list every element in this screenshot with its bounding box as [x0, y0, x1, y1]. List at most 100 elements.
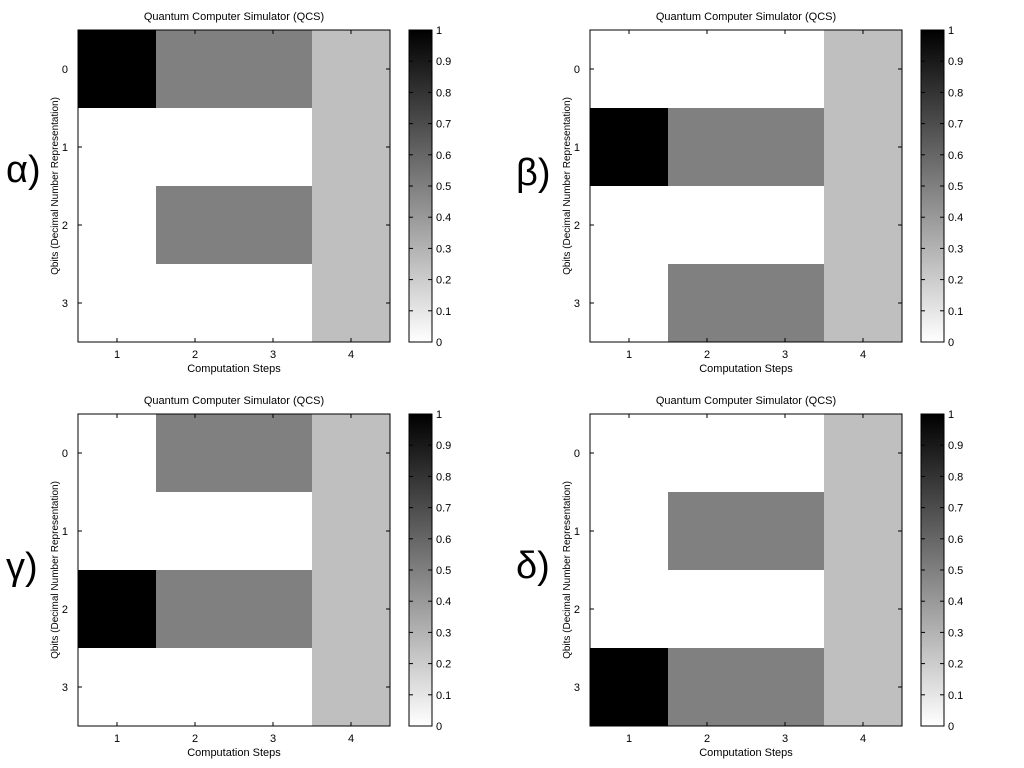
x-tick-label: 3 — [782, 733, 788, 745]
heatmap-cell — [312, 108, 391, 187]
colorbar-tick-label: 0 — [436, 337, 442, 349]
heatmap-cell — [78, 108, 157, 187]
y-axis-label: Qbits (Decimal Number Representation) — [562, 97, 573, 275]
colorbar-tick-label: 0.2 — [948, 275, 963, 287]
heatmap-cell — [590, 264, 669, 343]
x-axis-label: Computation Steps — [699, 363, 793, 375]
heatmap-cell — [234, 186, 313, 265]
colorbar-tick-label: 0.4 — [948, 212, 963, 224]
y-tick-label: 3 — [574, 682, 580, 694]
colorbar-tick-label: 0.2 — [436, 659, 451, 671]
y-tick-label: 0 — [62, 64, 68, 76]
heatmap-cell — [668, 30, 747, 109]
colorbar-tick-label: 0.7 — [948, 503, 963, 515]
x-tick-label: 4 — [348, 349, 354, 361]
x-axis-label: Computation Steps — [187, 363, 281, 375]
heatmap-cell — [668, 414, 747, 493]
colorbar-tick-label: 0.3 — [436, 243, 451, 255]
heatmap-cell — [312, 414, 391, 493]
y-tick-label: 1 — [62, 142, 68, 154]
heatmap-cell — [78, 414, 157, 493]
heatmap-cell — [590, 492, 669, 571]
heatmap-cell — [668, 492, 747, 571]
plot-frame — [77, 29, 391, 343]
heatmap-cell — [234, 492, 313, 571]
colorbar-tick-label: 0.1 — [948, 690, 963, 702]
x-tick-label: 4 — [860, 349, 866, 361]
heatmap-cell — [78, 30, 157, 109]
heatmap-cell — [746, 648, 825, 727]
y-tick-label: 3 — [62, 298, 68, 310]
x-axis-label: Computation Steps — [699, 747, 793, 759]
x-tick-label: 2 — [192, 349, 198, 361]
x-tick-label: 1 — [114, 733, 120, 745]
heatmap-cell — [668, 186, 747, 265]
heatmap-cell — [78, 570, 157, 649]
colorbar-tick-label: 0.6 — [948, 150, 963, 162]
x-tick-label: 4 — [860, 733, 866, 745]
colorbar: 0 0.1 0.2 0.3 0.4 0.5 0.6 0.7 0.8 0.9 1 — [920, 25, 963, 349]
heatmap-cell — [668, 108, 747, 187]
x-tick-label: 2 — [192, 733, 198, 745]
heatmap-cell — [824, 414, 903, 493]
x-tick-label: 2 — [704, 733, 710, 745]
heatmap-cell — [590, 648, 669, 727]
colorbar-tick-label: 1 — [948, 25, 954, 37]
panel-label-1: α) — [6, 149, 41, 191]
heatmap-cell — [234, 648, 313, 727]
heatmap-cell — [78, 264, 157, 343]
heatmap-cell — [746, 492, 825, 571]
heatmap-cell — [590, 108, 669, 187]
y-axis-label: Qbits (Decimal Number Representation) — [50, 97, 61, 275]
colorbar-tick-label: 0.1 — [436, 690, 451, 702]
heatmap-cell — [824, 30, 903, 109]
heatmap-cell — [312, 648, 391, 727]
plot-frame — [77, 413, 391, 727]
colorbar-tick-label: 0.3 — [436, 627, 451, 639]
colorbar-tick-label: 0.9 — [436, 56, 451, 68]
colorbar-tick-label: 0.5 — [436, 565, 451, 577]
heatmap-cell — [156, 492, 235, 571]
chart-title: Quantum Computer Simulator (QCS) — [144, 395, 324, 407]
colorbar-tick-label: 0.1 — [948, 306, 963, 318]
heatmap-cell — [746, 186, 825, 265]
y-tick-label: 0 — [62, 448, 68, 460]
colorbar-tick-label: 0 — [948, 337, 954, 349]
colorbar-tick-label: 1 — [948, 409, 954, 421]
colorbar-tick-label: 0.9 — [948, 440, 963, 452]
colorbar-tick-label: 0.6 — [948, 534, 963, 546]
x-tick-label: 2 — [704, 349, 710, 361]
heatmap-panel-2: Quantum Computer Simulator (QCS) 1 2 3 4 0 1 2 3… — [562, 11, 963, 375]
heatmap-cell — [312, 570, 391, 649]
y-tick-label: 1 — [62, 526, 68, 538]
plot-frame — [589, 413, 903, 727]
heatmap-cell — [824, 186, 903, 265]
colorbar-tick-label: 0.5 — [948, 565, 963, 577]
heatmap-cell — [746, 264, 825, 343]
heatmap-cell — [156, 648, 235, 727]
heatmap-cell — [156, 264, 235, 343]
chart-title: Quantum Computer Simulator (QCS) — [656, 395, 836, 407]
y-tick-label: 3 — [62, 682, 68, 694]
colorbar-tick-label: 1 — [436, 25, 442, 37]
heatmap-cell — [234, 264, 313, 343]
x-tick-label: 1 — [626, 733, 632, 745]
colorbar: 0 0.1 0.2 0.3 0.4 0.5 0.6 0.7 0.8 0.9 1 — [920, 409, 963, 733]
heatmap-cell — [590, 186, 669, 265]
colorbar-tick-label: 0.3 — [948, 243, 963, 255]
heatmap-cell — [824, 648, 903, 727]
colorbar-tick-label: 0.8 — [948, 471, 963, 483]
colorbar-tick-label: 0.4 — [436, 596, 451, 608]
heatmap-cell — [668, 570, 747, 649]
x-tick-label: 1 — [114, 349, 120, 361]
panel-label-4: δ) — [516, 545, 550, 587]
heatmap-cell — [746, 108, 825, 187]
heatmap-panel-3: Quantum Computer Simulator (QCS) 1 2 3 4 0 1 2 3… — [50, 395, 451, 759]
heatmap-cell — [746, 30, 825, 109]
colorbar-tick-label: 0.7 — [436, 503, 451, 515]
colorbar-tick-label: 0.2 — [436, 275, 451, 287]
heatmap-cell — [824, 264, 903, 343]
colorbar-tick-label: 0.2 — [948, 659, 963, 671]
colorbar-tick-label: 0.4 — [436, 212, 451, 224]
